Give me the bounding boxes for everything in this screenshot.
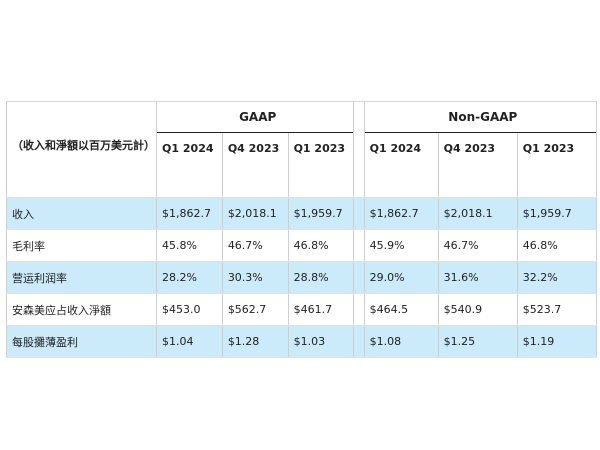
row-label: 营运利润率 bbox=[5, 261, 157, 294]
column-header-row: （收入和淨額以百万美元計） Q1 2024 Q4 2023 Q1 2023 Q1… bbox=[5, 132, 598, 198]
table-cell: $540.9 bbox=[437, 293, 518, 326]
table-row: 每股攤薄盈利 $1.04 $1.28 $1.03 $1.08 $1.25 $1.… bbox=[5, 325, 598, 358]
table-cell: 31.6% bbox=[437, 261, 518, 294]
table-cell: $1,959.7 bbox=[287, 197, 354, 230]
table-cell: 46.7% bbox=[221, 229, 289, 262]
table-cell: $1.03 bbox=[287, 325, 354, 358]
table-cell: 30.3% bbox=[221, 261, 289, 294]
gap-cell bbox=[353, 197, 365, 230]
table-cell: $1,959.7 bbox=[516, 197, 598, 230]
table-cell: 32.2% bbox=[516, 261, 598, 294]
table-cell: 46.8% bbox=[516, 229, 598, 262]
table-cell: 46.8% bbox=[287, 229, 354, 262]
row-label: 安森美应占收入淨額 bbox=[5, 293, 157, 326]
table-cell: $1,862.7 bbox=[363, 197, 439, 230]
financial-summary-table: GAAP Non-GAAP （收入和淨額以百万美元計） Q1 2024 Q4 2… bbox=[5, 101, 598, 358]
table-cell: 29.0% bbox=[363, 261, 439, 294]
table-row: 毛利率 45.8% 46.7% 46.8% 45.9% 46.7% 46.8% bbox=[5, 229, 598, 262]
table-cell: $461.7 bbox=[287, 293, 354, 326]
table-cell: $464.5 bbox=[363, 293, 439, 326]
table-cell: $1.04 bbox=[156, 325, 223, 358]
gap-cell bbox=[353, 325, 365, 358]
col-header: Q4 2023 bbox=[221, 132, 289, 198]
table-cell: 45.8% bbox=[156, 229, 223, 262]
gaap-group-header: GAAP bbox=[156, 101, 354, 133]
table-row: 安森美应占收入淨額 $453.0 $562.7 $461.7 $464.5 $5… bbox=[5, 293, 598, 326]
table-cell: $1,862.7 bbox=[156, 197, 223, 230]
col-header: Q1 2023 bbox=[287, 132, 354, 198]
table-cell: $1.19 bbox=[516, 325, 598, 358]
table-cell: $2,018.1 bbox=[221, 197, 289, 230]
table-cell: $562.7 bbox=[221, 293, 289, 326]
header-label: （收入和淨額以百万美元計） bbox=[5, 132, 157, 198]
table-cell: 28.8% bbox=[287, 261, 354, 294]
row-label: 每股攤薄盈利 bbox=[5, 325, 157, 358]
col-header: Q4 2023 bbox=[437, 132, 518, 198]
group-header-empty bbox=[5, 101, 157, 133]
table-row: 营运利润率 28.2% 30.3% 28.8% 29.0% 31.6% 32.2… bbox=[5, 261, 598, 294]
table-cell: $2,018.1 bbox=[437, 197, 518, 230]
table-row: 收入 $1,862.7 $2,018.1 $1,959.7 $1,862.7 $… bbox=[5, 197, 598, 230]
gap-cell bbox=[353, 132, 365, 198]
table-cell: $1.08 bbox=[363, 325, 439, 358]
table-cell: 46.7% bbox=[437, 229, 518, 262]
table-cell: $1.28 bbox=[221, 325, 289, 358]
col-header: Q1 2023 bbox=[516, 132, 598, 198]
table-cell: 45.9% bbox=[363, 229, 439, 262]
non-gaap-group-header: Non-GAAP bbox=[363, 101, 598, 133]
table-cell: $523.7 bbox=[516, 293, 598, 326]
gap-cell bbox=[353, 101, 365, 133]
table-cell: $453.0 bbox=[156, 293, 223, 326]
col-header: Q1 2024 bbox=[156, 132, 223, 198]
gap-cell bbox=[353, 293, 365, 326]
row-label: 收入 bbox=[5, 197, 157, 230]
group-header-row: GAAP Non-GAAP bbox=[5, 101, 598, 133]
col-header: Q1 2024 bbox=[363, 132, 439, 198]
gap-cell bbox=[353, 261, 365, 294]
gap-cell bbox=[353, 229, 365, 262]
table-cell: 28.2% bbox=[156, 261, 223, 294]
row-label: 毛利率 bbox=[5, 229, 157, 262]
table-cell: $1.25 bbox=[437, 325, 518, 358]
